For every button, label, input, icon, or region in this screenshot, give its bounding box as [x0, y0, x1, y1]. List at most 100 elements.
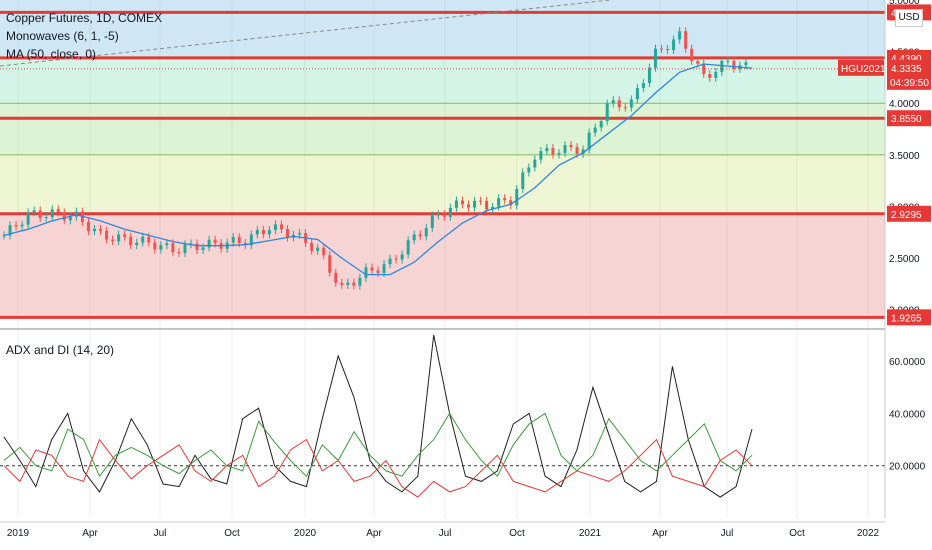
candle-body — [629, 99, 633, 108]
trend-line — [0, 0, 611, 67]
candle-body — [485, 201, 489, 210]
band-band_red — [0, 213, 885, 318]
candle-body — [123, 234, 127, 237]
candle-body — [111, 239, 115, 242]
candle-body — [539, 151, 543, 160]
candle-body — [690, 48, 694, 62]
band-band_yellow — [0, 154, 885, 214]
study-monowaves-label[interactable]: Monowaves (6, 1, -5) — [6, 29, 119, 43]
candle-body — [509, 200, 513, 206]
price-tick-label: 3.5000 — [889, 151, 920, 162]
candle-body — [346, 282, 350, 285]
level-badge — [887, 205, 931, 222]
candle-body — [2, 235, 6, 237]
countdown-label: 04:39:50 — [890, 78, 929, 89]
candle-body — [255, 229, 259, 235]
candle-body — [316, 247, 320, 251]
candle-body — [551, 148, 555, 155]
candle-body — [183, 244, 187, 254]
candle-body — [557, 152, 561, 155]
candle-body — [231, 237, 235, 243]
candle-body — [213, 239, 217, 244]
candle-body — [8, 225, 12, 236]
time-tick-label: Jul — [154, 528, 167, 539]
candle-body — [412, 234, 416, 241]
candle-body — [491, 206, 495, 210]
level-badge — [887, 309, 931, 326]
candle-body — [696, 61, 700, 64]
candle-body — [62, 212, 66, 221]
candle-body — [352, 282, 356, 286]
candle-body — [26, 212, 30, 225]
level-badge-label: 4.4390 — [891, 54, 922, 65]
candle-body — [702, 63, 706, 75]
band-band_mint — [0, 57, 885, 104]
candle-body — [611, 100, 615, 104]
symbol-badge — [838, 59, 884, 76]
candle-body — [497, 198, 501, 207]
candle-body — [376, 270, 380, 274]
candle-body — [32, 210, 36, 213]
price-tick-label: 5.0000 — [889, 0, 920, 7]
candle-body — [286, 229, 290, 238]
candle-body — [714, 71, 718, 78]
candle-body — [394, 258, 398, 260]
candle-body — [267, 230, 271, 235]
candle-body — [328, 255, 332, 273]
adx-series-adx — [3, 334, 753, 498]
candle-body — [92, 228, 96, 232]
candle-body — [370, 267, 374, 271]
candle-body — [672, 39, 676, 51]
candle-body — [635, 88, 639, 100]
candle-body — [430, 215, 434, 229]
candle-body — [201, 247, 205, 251]
candle-body — [406, 240, 410, 255]
candle-body — [147, 236, 151, 243]
candle-body — [165, 243, 169, 246]
candle-body — [587, 132, 591, 150]
band-band_blue — [0, 0, 885, 58]
candle-body — [569, 145, 573, 148]
study-adx-label[interactable]: ADX and DI (14, 20) — [6, 343, 115, 357]
ma-line — [3, 63, 753, 276]
candle-body — [424, 228, 428, 237]
candle-body — [660, 48, 664, 50]
candle-body — [129, 236, 133, 246]
candle-body — [279, 224, 283, 230]
candle-body — [237, 237, 241, 243]
time-axis[interactable]: 2019 Apr Jul Oct 2020 Apr Jul Oct 2021 Apr Jul Oct 2… — [0, 521, 885, 539]
candle-body — [617, 100, 621, 108]
candle-body — [207, 239, 211, 248]
study-ma-label[interactable]: MA (50, close, 0) — [6, 47, 97, 61]
adx-pane — [0, 334, 885, 498]
adx-tick-label: 60.0000 — [889, 357, 926, 368]
symbol-badge-label: HGU2021 — [841, 64, 886, 75]
candle-body — [641, 83, 645, 89]
adx-tick-label: 20.0000 — [889, 462, 926, 473]
time-tick-label: Apr — [82, 528, 98, 539]
candle-body — [68, 216, 72, 221]
currency-button[interactable]: USD — [895, 9, 923, 27]
candle-body — [382, 264, 386, 274]
time-tick-label: Jul — [439, 528, 452, 539]
candle-body — [563, 145, 567, 153]
candle-body — [261, 229, 265, 235]
candle-body — [249, 234, 253, 246]
candle-body — [20, 224, 24, 227]
time-tick-label: 2022 — [857, 528, 880, 539]
band-band_green — [0, 103, 885, 155]
level-badge-label: 3.8550 — [891, 114, 922, 125]
candle-body — [599, 121, 603, 128]
candle-body — [448, 207, 452, 217]
candle-body — [521, 172, 525, 190]
level-lines — [0, 0, 885, 319]
candle-body — [623, 107, 627, 109]
candle-body — [460, 200, 464, 205]
candle-body — [340, 282, 344, 285]
candle-body — [56, 209, 60, 213]
candle-body — [503, 198, 507, 201]
candle-body — [86, 222, 90, 232]
candle-body — [466, 204, 470, 208]
candle-body — [732, 60, 736, 69]
